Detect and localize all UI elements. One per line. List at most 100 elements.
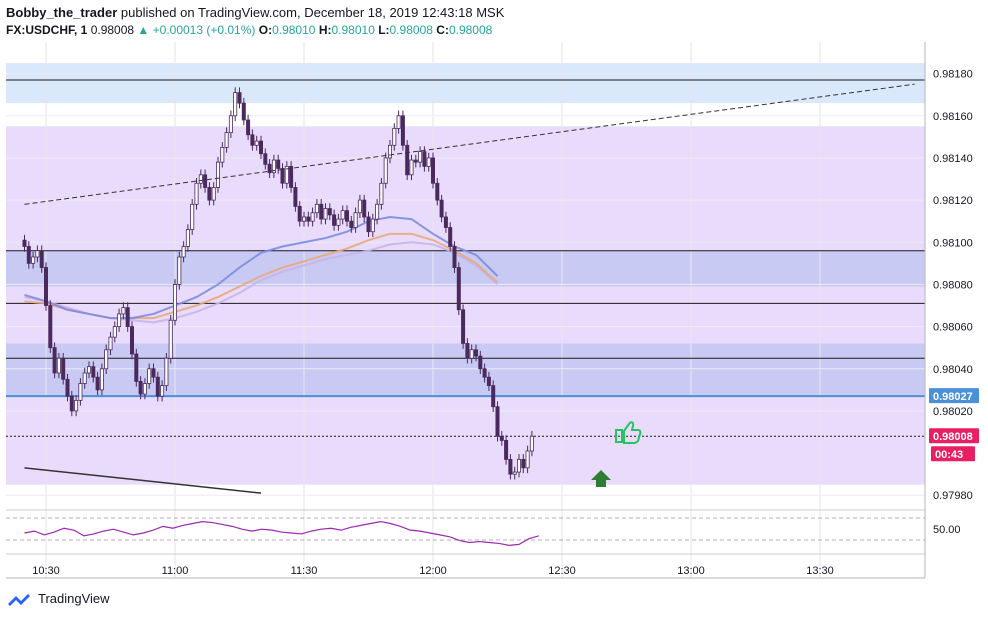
- candle-body: [22, 239, 27, 247]
- candle-body: [400, 115, 405, 146]
- y-tick-label: 0.98040: [933, 364, 973, 376]
- candle-body: [289, 165, 294, 188]
- candle-body: [48, 305, 53, 349]
- candle-body: [108, 336, 113, 351]
- price-tag-level: [929, 388, 979, 404]
- candle-body: [258, 140, 263, 155]
- candle-body: [211, 187, 216, 201]
- candle-body: [271, 159, 276, 174]
- dashed-trendline: [24, 83, 915, 205]
- candle-body: [198, 174, 203, 184]
- price-tag-text: 0.98027: [933, 391, 973, 403]
- candle-body: [448, 227, 453, 247]
- high-label: H:: [318, 23, 332, 37]
- symbol-label[interactable]: FX:USDCHF, 1: [6, 23, 88, 37]
- candle-body: [177, 256, 182, 285]
- tradingview-logo[interactable]: TradingView: [6, 591, 110, 606]
- x-tick-label: 12:00: [419, 565, 447, 577]
- rsi-line: [24, 520, 539, 546]
- candle-body: [357, 199, 362, 214]
- candle-body: [344, 210, 349, 222]
- candle-body: [168, 319, 173, 359]
- candle-body: [233, 92, 238, 117]
- candle-body: [293, 187, 298, 207]
- candle-body: [151, 368, 156, 378]
- ohlc-legend: FX:USDCHF, 1 0.98008 ▲ +0.00013 (+0.01%)…: [6, 22, 492, 38]
- candle-body: [78, 383, 83, 401]
- candle-body: [241, 102, 246, 121]
- author-name[interactable]: Bobby_the_trader: [6, 5, 118, 20]
- candle-body: [31, 256, 36, 264]
- y-tick-label: 0.98140: [933, 153, 973, 165]
- candle-body: [512, 471, 517, 475]
- publish-info: published on TradingView.com, December 1…: [120, 5, 505, 20]
- candle-body: [220, 147, 225, 163]
- candle-body: [469, 349, 474, 359]
- candle-body: [383, 157, 388, 184]
- y-tick-label: 0.98060: [933, 322, 973, 334]
- candle-body: [203, 174, 208, 188]
- axes: 0.98180 0.98160 0.98140 0.98120 0.98100 0.980…: [6, 42, 979, 579]
- candle-body: [65, 378, 70, 397]
- candle-body: [194, 182, 199, 205]
- candle-body: [504, 440, 509, 460]
- candle-body: [155, 376, 160, 397]
- candle-body: [508, 459, 513, 475]
- trend-lines[interactable]: [24, 83, 915, 494]
- candle-body: [336, 218, 341, 226]
- candle-body: [353, 212, 358, 228]
- x-tick-label: 11:30: [291, 565, 318, 577]
- candle-body: [327, 208, 332, 216]
- candle-body: [478, 355, 483, 370]
- candle-body: [224, 132, 229, 148]
- price-tag-text: 0.98008: [933, 431, 973, 443]
- candle-body: [430, 157, 435, 184]
- candle-body: [237, 92, 242, 104]
- candle-body: [392, 128, 397, 146]
- candle-body: [69, 395, 74, 412]
- candle-body: [82, 372, 87, 384]
- candle-body: [138, 381, 143, 395]
- candle-body: [121, 307, 126, 315]
- candle-body: [276, 159, 281, 169]
- y-tick-label: 0.98080: [933, 279, 973, 291]
- candle-body: [147, 368, 152, 384]
- candle-body: [517, 459, 522, 473]
- ema-fast-line: [24, 215, 499, 320]
- candle-body: [267, 163, 272, 174]
- x-tick-label: 10:30: [32, 565, 60, 577]
- candle-body: [499, 435, 504, 441]
- candle-body: [405, 144, 410, 176]
- candle-body: [465, 343, 470, 359]
- candle-body: [422, 151, 427, 167]
- candle-body: [340, 210, 345, 220]
- candle-body: [263, 153, 268, 165]
- candle-body: [495, 406, 500, 437]
- candle-body: [185, 229, 190, 247]
- candle-body: [52, 347, 57, 374]
- open-value: 0.98010: [272, 23, 316, 37]
- candle-body: [387, 144, 392, 159]
- low-value: 0.98008: [389, 23, 433, 37]
- candle-body: [375, 203, 380, 220]
- thumbs-up-icon: [615, 421, 642, 444]
- candle-body: [99, 368, 104, 391]
- price-tag-text: 00:43: [935, 449, 963, 461]
- open-label: O:: [258, 23, 273, 37]
- candle-body: [172, 284, 177, 321]
- y-tick-label: 0.98160: [933, 111, 973, 123]
- candle-body: [413, 159, 418, 163]
- candle-body: [112, 326, 117, 338]
- candle-body: [439, 199, 444, 218]
- candle-body: [87, 366, 92, 374]
- candle-body: [39, 250, 44, 268]
- candle-body: [521, 459, 526, 469]
- x-tick-label: 13:30: [806, 565, 834, 577]
- candle-body: [280, 168, 285, 184]
- grid-lines: [6, 42, 925, 578]
- candle-body: [160, 385, 165, 397]
- candle-body: [525, 450, 530, 469]
- candle-body: [142, 383, 147, 395]
- low-label: L:: [378, 23, 390, 37]
